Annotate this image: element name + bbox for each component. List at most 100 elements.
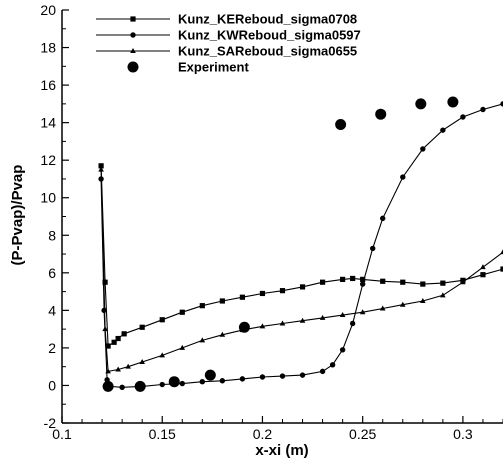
data-point	[204, 369, 216, 381]
series-2	[98, 166, 503, 374]
x-axis-ticks: 0.1 0.15 0.2 0.25 0.3	[52, 416, 503, 442]
series-line	[100, 169, 503, 373]
legend-item: Experiment	[127, 60, 249, 75]
data-point	[380, 215, 386, 222]
data-point	[500, 249, 503, 255]
data-point	[299, 372, 306, 378]
data-point	[159, 317, 165, 323]
data-point	[420, 297, 426, 303]
legend-label: Kunz_KWReboud_sigma0597	[178, 28, 361, 43]
y-tick-label: 20	[40, 2, 56, 18]
data-point	[259, 323, 266, 329]
data-point	[134, 380, 146, 392]
data-point	[299, 284, 306, 290]
data-point	[102, 326, 108, 332]
data-point	[139, 324, 145, 330]
data-point	[219, 331, 226, 337]
data-point	[319, 368, 326, 375]
data-point	[111, 339, 117, 345]
legend-label: Kunz_SAReboud_sigma0655	[178, 44, 357, 59]
data-point	[239, 376, 246, 382]
y-tick-label: 16	[40, 77, 56, 93]
data-point	[279, 288, 286, 294]
series-layer	[98, 96, 503, 392]
y-tick-label: 8	[48, 227, 56, 243]
data-point	[440, 292, 446, 298]
data-point	[98, 166, 104, 172]
data-point	[179, 380, 185, 387]
y-tick-label: 18	[40, 40, 56, 56]
x-tick-label: 0.3	[453, 426, 473, 442]
y-tick-label: 14	[40, 115, 56, 131]
data-point	[105, 343, 111, 349]
y-tick-label: 6	[48, 265, 56, 281]
data-point	[440, 127, 446, 133]
data-point	[400, 174, 406, 180]
data-point	[115, 335, 121, 342]
data-point	[199, 379, 206, 385]
data-point	[159, 381, 165, 388]
data-point	[350, 275, 356, 282]
y-axis-ticks: -2 0 2 4 6 8 10 12 14 16 18 20	[40, 2, 69, 431]
y-tick-label: -2	[44, 415, 57, 431]
data-point	[238, 321, 250, 333]
x-tick-label: 0.1	[52, 426, 72, 442]
data-point	[319, 314, 326, 320]
data-point	[400, 279, 406, 285]
data-point	[420, 146, 426, 152]
data-point	[179, 344, 186, 350]
data-point	[480, 264, 486, 270]
x-tick-label: 0.2	[253, 426, 273, 442]
data-point	[119, 384, 125, 391]
y-tick-label: 4	[48, 302, 56, 318]
data-point	[125, 363, 131, 369]
data-point	[415, 98, 427, 110]
data-point	[279, 320, 286, 326]
data-point	[359, 309, 366, 315]
data-point	[98, 163, 104, 169]
x-tick-label: 0.15	[149, 426, 176, 442]
data-point	[159, 352, 166, 358]
data-point	[339, 347, 346, 353]
data-point	[105, 368, 111, 374]
data-point	[375, 108, 387, 120]
series-1	[98, 101, 503, 391]
data-point	[259, 374, 266, 380]
data-point	[460, 114, 466, 120]
data-point	[447, 96, 459, 108]
data-point	[380, 278, 386, 284]
data-point	[115, 366, 121, 372]
legend-item: Kunz_KWReboud_sigma0597	[96, 28, 361, 43]
legend-item: Kunz_KEReboud_sigma0708	[96, 12, 357, 27]
data-point	[339, 312, 346, 318]
data-point	[399, 301, 406, 307]
y-tick-label: 12	[40, 152, 56, 168]
data-point	[500, 101, 503, 107]
y-tick-label: 10	[40, 190, 56, 206]
legend-marker	[130, 16, 136, 22]
data-point	[219, 298, 225, 304]
data-point	[340, 276, 346, 282]
legend-marker	[130, 48, 136, 53]
y-tick-label: 0	[48, 377, 56, 393]
data-point	[279, 373, 286, 379]
legend: Kunz_KEReboud_sigma0708Kunz_KWReboud_sig…	[96, 12, 361, 75]
data-point	[335, 119, 347, 131]
data-point	[199, 303, 205, 309]
legend-label: Kunz_KEReboud_sigma0708	[178, 12, 357, 27]
series-line	[100, 103, 503, 388]
data-point	[259, 290, 266, 297]
data-point	[168, 376, 180, 388]
data-point	[319, 279, 326, 285]
data-point	[420, 281, 426, 287]
legend-label: Experiment	[178, 60, 249, 75]
data-point	[239, 294, 246, 300]
data-point	[360, 276, 366, 282]
data-point	[480, 106, 486, 113]
legend-marker	[127, 61, 139, 73]
data-point	[102, 380, 114, 392]
data-point	[179, 309, 185, 315]
x-axis-title: x-xi (m)	[255, 442, 308, 459]
data-point	[299, 317, 306, 323]
